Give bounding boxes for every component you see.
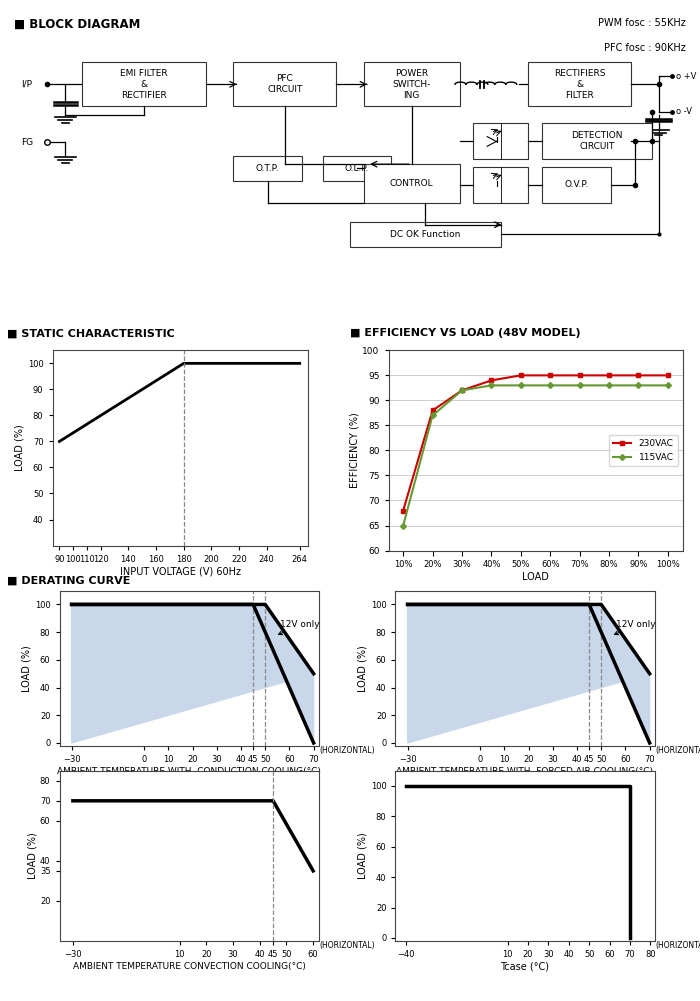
Legend: 230VAC, 115VAC: 230VAC, 115VAC bbox=[609, 434, 678, 466]
X-axis label: AMBIENT TEMPERATURE WITH  FORCED AIR COOLING(°C): AMBIENT TEMPERATURE WITH FORCED AIR COOL… bbox=[396, 767, 654, 776]
Bar bbox=[473, 167, 528, 203]
230VAC bbox=[605, 369, 613, 381]
115VAC bbox=[605, 379, 613, 391]
230VAC bbox=[664, 369, 672, 381]
Polygon shape bbox=[487, 141, 498, 146]
Text: I/P: I/P bbox=[21, 80, 32, 89]
Bar bbox=[542, 167, 610, 203]
Text: 12V only: 12V only bbox=[615, 620, 655, 635]
Polygon shape bbox=[71, 605, 314, 743]
Bar bbox=[350, 222, 501, 247]
Text: O.L.P.: O.L.P. bbox=[344, 164, 369, 173]
X-axis label: AMBIENT TEMPERATURE WITH  CONDUCTION COOLING(°C): AMBIENT TEMPERATURE WITH CONDUCTION COOL… bbox=[57, 767, 321, 776]
Bar bbox=[364, 164, 460, 203]
Text: o +V: o +V bbox=[676, 72, 696, 80]
Bar bbox=[83, 62, 206, 106]
Text: EMI FILTER
&
RECTIFIER: EMI FILTER & RECTIFIER bbox=[120, 69, 168, 100]
Text: DETECTION
CIRCUIT: DETECTION CIRCUIT bbox=[571, 131, 623, 151]
Text: PFC fosc : 90KHz: PFC fosc : 90KHz bbox=[604, 43, 686, 53]
Polygon shape bbox=[487, 181, 498, 186]
Text: FG: FG bbox=[21, 138, 33, 146]
115VAC bbox=[458, 384, 466, 396]
Text: o -V: o -V bbox=[676, 107, 692, 116]
230VAC bbox=[428, 404, 437, 416]
Text: (HORIZONTAL): (HORIZONTAL) bbox=[656, 746, 700, 755]
Text: PWM fosc : 55KHz: PWM fosc : 55KHz bbox=[598, 18, 686, 28]
115VAC bbox=[575, 379, 584, 391]
Y-axis label: LOAD (%): LOAD (%) bbox=[358, 645, 368, 692]
Bar bbox=[473, 123, 528, 158]
Text: (HORIZONTAL): (HORIZONTAL) bbox=[320, 941, 375, 950]
Y-axis label: LOAD (%): LOAD (%) bbox=[22, 645, 32, 692]
230VAC bbox=[487, 374, 496, 386]
Polygon shape bbox=[407, 605, 650, 743]
Bar bbox=[233, 62, 336, 106]
X-axis label: Tcase (°C): Tcase (°C) bbox=[500, 962, 550, 972]
230VAC bbox=[575, 369, 584, 381]
Line: 115VAC: 115VAC bbox=[401, 383, 670, 528]
230VAC bbox=[458, 384, 466, 396]
115VAC bbox=[634, 379, 643, 391]
Text: ■ STATIC CHARACTERISTIC: ■ STATIC CHARACTERISTIC bbox=[7, 328, 175, 338]
Bar bbox=[233, 156, 302, 181]
Bar bbox=[323, 156, 391, 181]
230VAC bbox=[546, 369, 554, 381]
Text: O.V.P.: O.V.P. bbox=[564, 180, 589, 189]
Text: PFC
CIRCUIT: PFC CIRCUIT bbox=[267, 74, 302, 94]
230VAC bbox=[517, 369, 525, 381]
Polygon shape bbox=[487, 185, 498, 190]
Bar bbox=[528, 62, 631, 106]
Y-axis label: LOAD (%): LOAD (%) bbox=[15, 424, 25, 471]
Text: O.T.P.: O.T.P. bbox=[256, 164, 279, 173]
Bar bbox=[542, 123, 652, 158]
Text: CONTROL: CONTROL bbox=[390, 179, 433, 188]
Polygon shape bbox=[71, 605, 314, 743]
X-axis label: AMBIENT TEMPERATURE CONVECTION COOLING(°C): AMBIENT TEMPERATURE CONVECTION COOLING(°… bbox=[73, 962, 305, 971]
115VAC bbox=[487, 379, 496, 391]
Polygon shape bbox=[407, 605, 650, 743]
Text: ■ DERATING CURVE: ■ DERATING CURVE bbox=[7, 576, 130, 586]
Text: (HORIZONTAL): (HORIZONTAL) bbox=[655, 941, 700, 950]
Text: RECTIFIERS
&
FILTER: RECTIFIERS & FILTER bbox=[554, 69, 606, 100]
X-axis label: INPUT VOLTAGE (V) 60Hz: INPUT VOLTAGE (V) 60Hz bbox=[120, 567, 241, 577]
Y-axis label: LOAD (%): LOAD (%) bbox=[27, 833, 37, 879]
115VAC bbox=[399, 520, 407, 532]
115VAC bbox=[428, 409, 437, 421]
Text: (HORIZONTAL): (HORIZONTAL) bbox=[320, 746, 375, 755]
115VAC bbox=[546, 379, 554, 391]
Text: 12V only: 12V only bbox=[279, 620, 319, 635]
Text: DC OK Function: DC OK Function bbox=[391, 230, 461, 239]
Text: ■ EFFICIENCY VS LOAD (48V MODEL): ■ EFFICIENCY VS LOAD (48V MODEL) bbox=[350, 328, 580, 338]
X-axis label: LOAD: LOAD bbox=[522, 572, 549, 582]
230VAC bbox=[399, 505, 407, 517]
Bar bbox=[364, 62, 460, 106]
Text: POWER
SWITCH-
ING: POWER SWITCH- ING bbox=[393, 69, 431, 100]
230VAC bbox=[634, 369, 643, 381]
Y-axis label: LOAD (%): LOAD (%) bbox=[358, 833, 368, 879]
115VAC bbox=[664, 379, 672, 391]
Line: 230VAC: 230VAC bbox=[401, 373, 670, 513]
Polygon shape bbox=[487, 137, 498, 142]
115VAC bbox=[517, 379, 525, 391]
Y-axis label: EFFICIENCY (%): EFFICIENCY (%) bbox=[349, 412, 359, 488]
Text: ■ BLOCK DIAGRAM: ■ BLOCK DIAGRAM bbox=[14, 18, 140, 31]
